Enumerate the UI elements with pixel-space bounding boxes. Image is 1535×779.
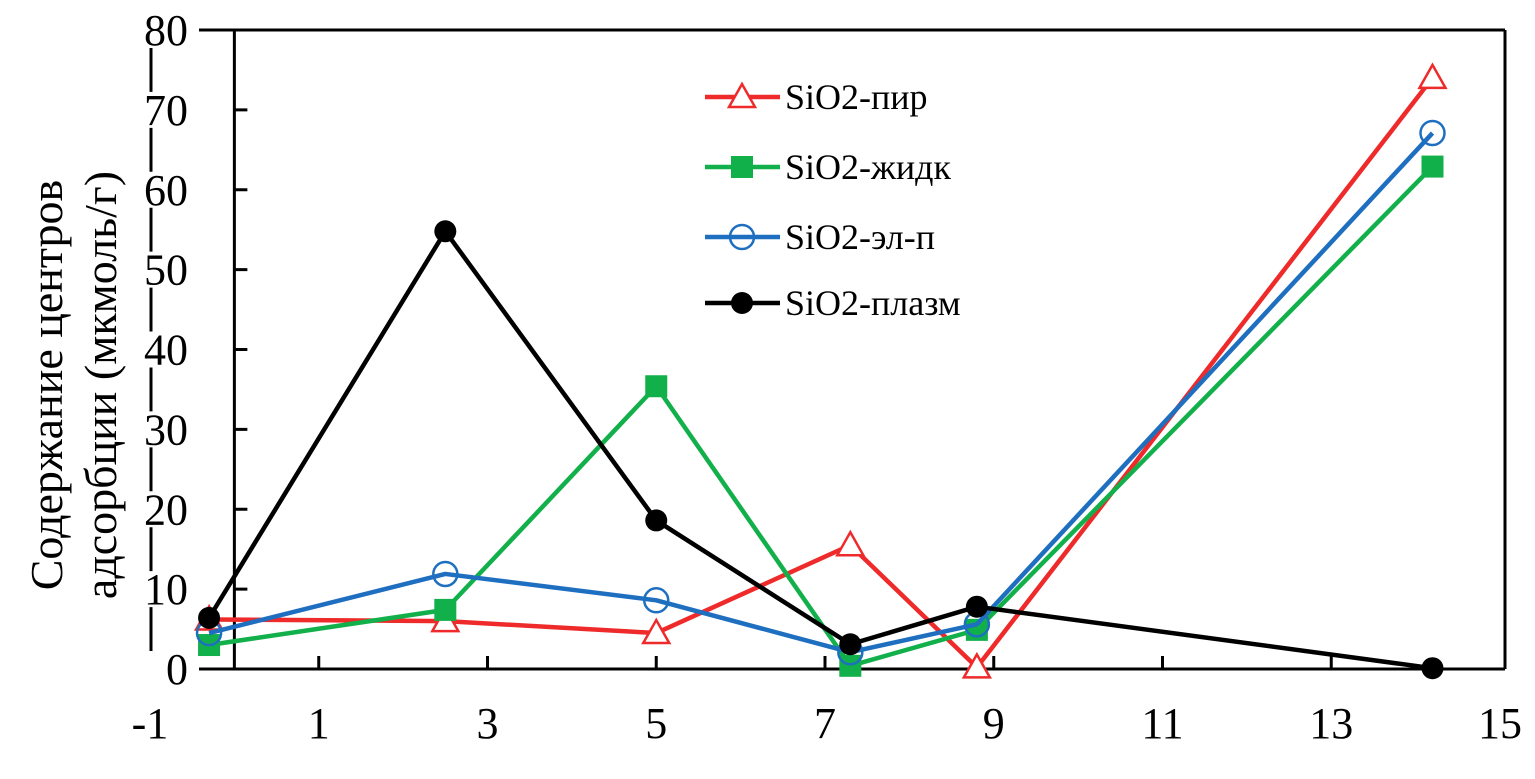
- series-2: [195, 119, 1446, 666]
- legend-marker: [726, 81, 758, 109]
- legend-label: SiO2-плазм: [785, 283, 961, 323]
- series-line: [208, 165, 1435, 669]
- series-line: [209, 76, 1435, 670]
- legend-item: SiO2-пир: [705, 77, 928, 117]
- data-point: [965, 595, 988, 618]
- series-1: [198, 155, 1444, 677]
- data-point: [1417, 62, 1448, 90]
- x-tick-label: 3: [477, 699, 499, 748]
- series-line: [208, 131, 1435, 655]
- x-tick-label: 9: [983, 699, 1005, 748]
- legend-label: SiO2-эл-п: [785, 217, 935, 257]
- data-point: [641, 617, 672, 645]
- y-axis-label-line-2: адсорбции (мкмоль/г): [75, 171, 126, 599]
- y-tick-label: 20: [144, 485, 188, 534]
- y-tick-label: 70: [144, 86, 188, 135]
- legend-marker: [731, 156, 753, 178]
- data-point: [198, 606, 221, 629]
- data-point: [434, 598, 457, 621]
- y-tick-label: 0: [166, 645, 188, 694]
- legend-item: SiO2-жидк: [705, 147, 951, 187]
- y-tick-label: 60: [144, 166, 188, 215]
- y-tick-label: 40: [144, 326, 188, 375]
- x-tick-label: 7: [814, 699, 836, 748]
- x-tick-label: 5: [645, 699, 667, 748]
- legend-label: SiO2-жидк: [785, 147, 951, 187]
- series-line: [207, 229, 1433, 671]
- x-tick-label: -1: [132, 699, 169, 748]
- data-point: [1421, 155, 1444, 178]
- data-point: [835, 529, 866, 557]
- data-point: [645, 509, 668, 532]
- data-point: [643, 587, 670, 614]
- y-tick-label: 30: [144, 405, 188, 454]
- data-point: [645, 375, 668, 398]
- y-tick-label: 10: [144, 565, 188, 614]
- y-axis-label: Содержание центров адсорбции (мкмоль/г): [21, 171, 126, 599]
- series-group: [193, 62, 1448, 680]
- data-point: [432, 560, 459, 588]
- y-axis-label-line-1: Содержание центров: [21, 180, 72, 591]
- legend-item: SiO2-эл-п: [705, 217, 935, 257]
- legend-marker: [728, 223, 756, 251]
- legend-label: SiO2-пир: [785, 77, 928, 117]
- y-tick-label: 80: [144, 6, 188, 55]
- x-tick-label: 1: [308, 699, 330, 748]
- data-point: [961, 651, 993, 679]
- data-point: [1419, 119, 1446, 147]
- x-tick-label: 13: [1309, 699, 1353, 748]
- data-point: [434, 220, 457, 243]
- series-3: [198, 220, 1444, 680]
- legend-item: SiO2-плазм: [705, 283, 961, 323]
- legend-marker: [731, 292, 753, 314]
- y-tick-label: 50: [144, 246, 188, 295]
- data-point: [1421, 657, 1444, 680]
- x-tick-label: 15: [1478, 699, 1522, 748]
- data-point: [839, 654, 862, 677]
- legend: SiO2-пир SiO2-жидк SiO2-эл-п SiO2-плазм: [705, 77, 961, 323]
- data-point: [839, 633, 862, 656]
- x-tick-label: 11: [1141, 699, 1183, 748]
